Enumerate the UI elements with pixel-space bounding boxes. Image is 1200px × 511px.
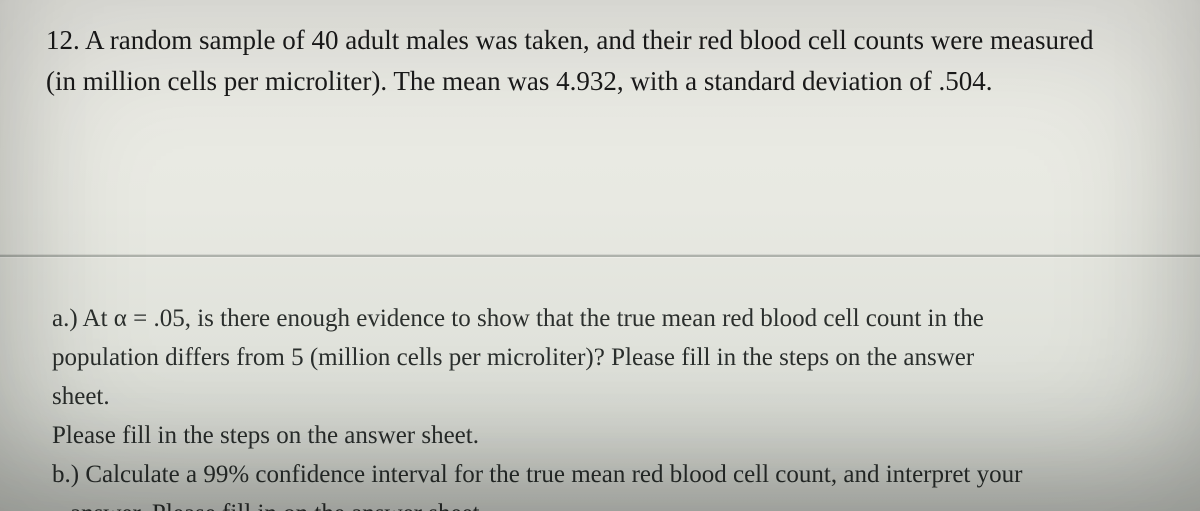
- problem-stem: 12. A random sample of 40 adult males wa…: [0, 0, 1200, 101]
- problem-parts: a.) At α = .05, is there enough evidence…: [0, 300, 1200, 511]
- part-a-instruction: Please fill in the steps on the answer s…: [52, 417, 1140, 454]
- stem-line-1: 12. A random sample of 40 adult males wa…: [46, 20, 1152, 61]
- horizontal-divider: [0, 255, 1200, 257]
- stem-line-2: (in million cells per microliter). The m…: [46, 61, 1152, 102]
- part-b-line-1: b.) Calculate a 99% confidence interval …: [52, 456, 1140, 493]
- part-a-line-2: population differs from 5 (million cells…: [52, 339, 1140, 376]
- part-b-line-2: answer. Please fill in on the answer she…: [52, 495, 1140, 511]
- page: 12. A random sample of 40 adult males wa…: [0, 0, 1200, 511]
- part-a-line-3: sheet.: [52, 378, 1140, 415]
- part-a-line-1: a.) At α = .05, is there enough evidence…: [52, 300, 1140, 337]
